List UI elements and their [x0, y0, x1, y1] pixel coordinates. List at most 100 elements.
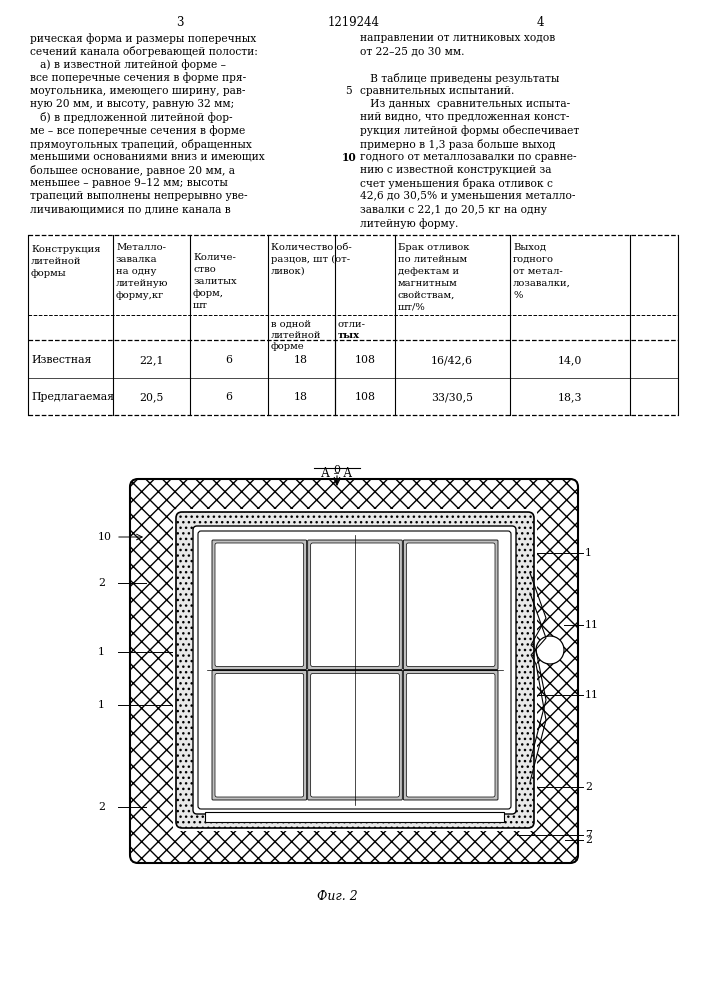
Bar — [133, 482, 575, 860]
Bar — [205, 812, 504, 822]
Text: рукция литейной формы обеспечивает: рукция литейной формы обеспечивает — [360, 125, 579, 136]
Text: 6: 6 — [226, 392, 233, 402]
Text: Металло-: Металло- — [116, 243, 166, 252]
Text: ство: ство — [193, 265, 216, 274]
Text: 10: 10 — [341, 152, 356, 163]
Text: Брак отливок: Брак отливок — [398, 243, 469, 252]
Text: литейной: литейной — [31, 257, 81, 266]
Text: Конструкция: Конструкция — [31, 245, 100, 254]
Text: 6: 6 — [226, 355, 233, 365]
FancyBboxPatch shape — [310, 543, 399, 666]
Text: Количество об-: Количество об- — [271, 243, 352, 252]
Text: 1: 1 — [98, 700, 105, 710]
Text: залитых: залитых — [193, 277, 237, 286]
Text: ную 20 мм, и высоту, равную 32 мм;: ную 20 мм, и высоту, равную 32 мм; — [30, 99, 234, 109]
FancyBboxPatch shape — [130, 479, 578, 863]
FancyBboxPatch shape — [212, 540, 307, 670]
Text: формы: формы — [31, 269, 66, 278]
Text: по литейным: по литейным — [398, 255, 467, 264]
Text: тых: тых — [338, 331, 360, 340]
Text: 108: 108 — [354, 392, 375, 402]
Text: 20,5: 20,5 — [139, 392, 163, 402]
Text: В таблице приведены результаты: В таблице приведены результаты — [360, 73, 559, 84]
Text: форму,кг: форму,кг — [116, 291, 164, 300]
Text: б) в предложенной литейной фор-: б) в предложенной литейной фор- — [30, 112, 233, 123]
Text: моугольника, имеющего ширину, рав-: моугольника, имеющего ширину, рав- — [30, 86, 245, 96]
FancyBboxPatch shape — [308, 670, 402, 800]
Text: прямоугольных трапеций, обращенных: прямоугольных трапеций, обращенных — [30, 139, 252, 150]
Text: 18: 18 — [294, 355, 308, 365]
Circle shape — [536, 636, 564, 664]
Text: лозавалки,: лозавалки, — [513, 279, 571, 288]
Text: в одной: в одной — [271, 320, 311, 329]
Text: сравнительных испытаний.: сравнительных испытаний. — [360, 86, 515, 96]
FancyBboxPatch shape — [407, 674, 495, 797]
Text: 2: 2 — [98, 802, 105, 812]
Text: Из данных  сравнительных испыта-: Из данных сравнительных испыта- — [360, 99, 571, 109]
Text: литейную: литейную — [116, 279, 168, 288]
Text: форм,: форм, — [193, 289, 224, 298]
Text: Выход: Выход — [513, 243, 546, 252]
Text: направлении от литниковых ходов: направлении от литниковых ходов — [360, 33, 555, 43]
Text: все поперечные сечения в форме пря-: все поперечные сечения в форме пря- — [30, 73, 246, 83]
Text: от метал-: от метал- — [513, 267, 563, 276]
Text: Фиг. 2: Фиг. 2 — [317, 890, 357, 903]
Text: 11: 11 — [585, 690, 599, 700]
FancyBboxPatch shape — [215, 543, 304, 666]
FancyBboxPatch shape — [173, 509, 537, 831]
FancyBboxPatch shape — [407, 543, 495, 666]
Text: магнитным: магнитным — [398, 279, 457, 288]
Text: 22,1: 22,1 — [139, 355, 163, 365]
Text: 1: 1 — [98, 647, 105, 657]
Text: 11: 11 — [585, 620, 599, 630]
Text: литейную форму.: литейную форму. — [360, 218, 458, 229]
Text: ме – все поперечные сечения в форме: ме – все поперечные сечения в форме — [30, 125, 245, 136]
FancyBboxPatch shape — [212, 670, 307, 800]
Text: завалка: завалка — [116, 255, 158, 264]
Text: 7: 7 — [585, 830, 592, 840]
Text: дефектам и: дефектам и — [398, 267, 459, 276]
Text: разцов, шт (от-: разцов, шт (от- — [271, 255, 350, 264]
FancyBboxPatch shape — [308, 540, 402, 670]
Text: счет уменьшения брака отливок с: счет уменьшения брака отливок с — [360, 178, 553, 189]
FancyBboxPatch shape — [215, 674, 304, 797]
FancyBboxPatch shape — [176, 512, 534, 828]
FancyBboxPatch shape — [193, 526, 516, 814]
Text: трапеций выполнены непрерывно уве-: трапеций выполнены непрерывно уве- — [30, 191, 247, 201]
Text: 14,0: 14,0 — [558, 355, 582, 365]
Text: нию с известной конструкцией за: нию с известной конструкцией за — [360, 165, 551, 175]
Text: Количе-: Количе- — [193, 253, 236, 262]
Text: 18: 18 — [294, 392, 308, 402]
Text: 10: 10 — [98, 532, 112, 542]
Text: свойствам,: свойствам, — [398, 291, 455, 300]
Text: от 22–25 до 30 мм.: от 22–25 до 30 мм. — [360, 46, 464, 56]
Text: а) в известной литейной форме –: а) в известной литейной форме – — [30, 59, 226, 70]
Text: сечений канала обогревающей полости:: сечений канала обогревающей полости: — [30, 46, 258, 57]
Text: 3: 3 — [176, 16, 184, 29]
Text: 33/30,5: 33/30,5 — [431, 392, 473, 402]
FancyBboxPatch shape — [310, 674, 399, 797]
Text: шт: шт — [193, 301, 208, 310]
Text: 18,3: 18,3 — [558, 392, 583, 402]
Text: форме: форме — [271, 342, 305, 351]
FancyBboxPatch shape — [403, 670, 498, 800]
Text: меньшее – равное 9–12 мм; высоты: меньшее – равное 9–12 мм; высоты — [30, 178, 228, 188]
Text: меньшими основаниями вниз и имеющих: меньшими основаниями вниз и имеющих — [30, 152, 264, 162]
Text: Предлагаемая: Предлагаемая — [31, 392, 114, 402]
Text: ний видно, что предложенная конст-: ний видно, что предложенная конст- — [360, 112, 570, 122]
Text: годного: годного — [513, 255, 554, 264]
Text: личивающимися по длине канала в: личивающимися по длине канала в — [30, 205, 230, 215]
Text: 0: 0 — [334, 465, 341, 475]
Text: завалки с 22,1 до 20,5 кг на одну: завалки с 22,1 до 20,5 кг на одну — [360, 205, 547, 215]
Text: 2: 2 — [585, 782, 592, 792]
Text: на одну: на одну — [116, 267, 156, 276]
Text: 42,6 до 30,5% и уменьшения металло-: 42,6 до 30,5% и уменьшения металло- — [360, 191, 575, 201]
Text: 4: 4 — [536, 16, 544, 29]
Text: литейной: литейной — [271, 331, 322, 340]
Text: 1219244: 1219244 — [328, 16, 380, 29]
Text: шт/%: шт/% — [398, 303, 426, 312]
Text: большее основание, равное 20 мм, а: большее основание, равное 20 мм, а — [30, 165, 235, 176]
Text: 1: 1 — [585, 548, 592, 558]
Text: 2: 2 — [98, 578, 105, 588]
FancyBboxPatch shape — [403, 540, 498, 670]
